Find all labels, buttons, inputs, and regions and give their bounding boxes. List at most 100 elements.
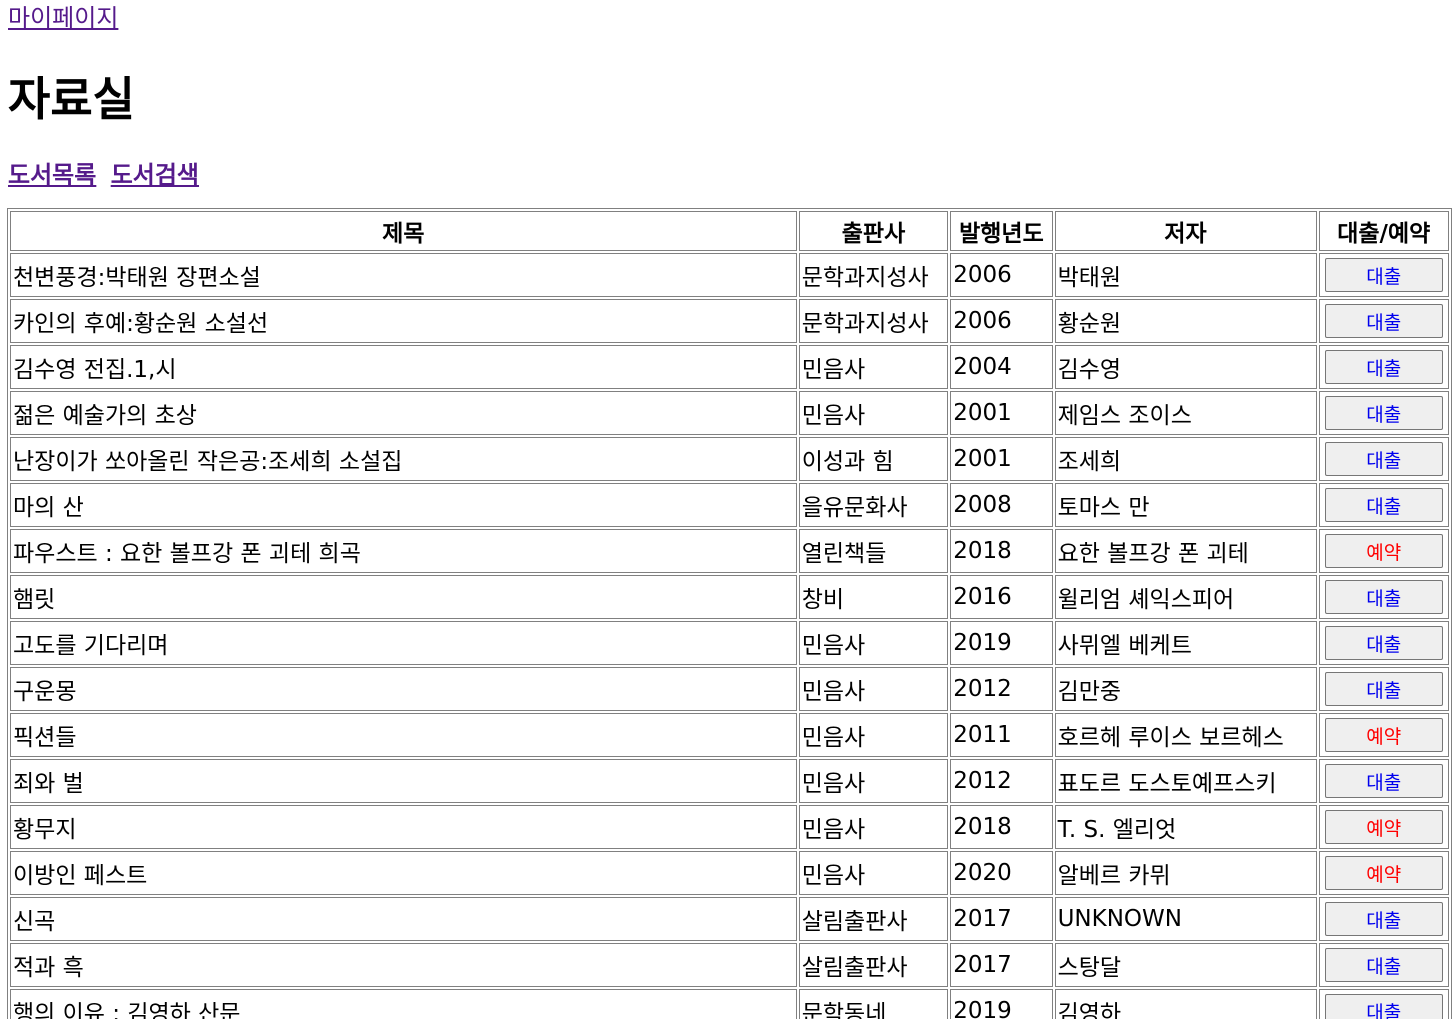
- book-year-cell: 2001: [950, 391, 1053, 435]
- book-title-cell: 마의 산: [10, 483, 797, 527]
- book-title-cell: 적과 흑: [10, 943, 797, 987]
- table-row: 황무지 민음사 2018 T. S. 엘리엇 예약: [10, 805, 1449, 849]
- book-year-cell: 2006: [950, 299, 1053, 343]
- table-row: 구운몽 민음사 2012 김만중 대출: [10, 667, 1449, 711]
- book-title-cell: 김수영 전집.1,시: [10, 345, 797, 389]
- subnav: 도서목록 도서검색: [8, 159, 1447, 191]
- loan-button[interactable]: 대출: [1324, 994, 1443, 1019]
- book-action-cell: 예약: [1318, 529, 1449, 573]
- book-year-cell: 2016: [950, 575, 1053, 619]
- book-publisher-cell: 문학과지성사: [798, 253, 949, 297]
- book-author-cell: UNKNOWN: [1054, 897, 1317, 941]
- book-action-cell: 대출: [1318, 437, 1449, 481]
- book-year-cell: 2018: [950, 805, 1053, 849]
- book-year-cell: 2019: [950, 621, 1053, 665]
- table-row: 죄와 벌 민음사 2012 표도르 도스토예프스키 대출: [10, 759, 1449, 803]
- header-publisher: 출판사: [798, 211, 949, 251]
- book-title-cell: 이방인 페스트: [10, 851, 797, 895]
- loan-button[interactable]: 대출: [1324, 580, 1443, 614]
- loan-button[interactable]: 대출: [1324, 442, 1443, 476]
- table-row: 파우스트 : 요한 볼프강 폰 괴테 희곡 열린책들 2018 요한 볼프강 폰 괴테…: [10, 529, 1449, 573]
- book-year-cell: 2011: [950, 713, 1053, 757]
- book-publisher-cell: 민음사: [798, 621, 949, 665]
- book-publisher-cell: 창비: [798, 575, 949, 619]
- book-publisher-cell: 민음사: [798, 391, 949, 435]
- book-title-cell: 젊은 예술가의 초상: [10, 391, 797, 435]
- book-author-cell: 사뮈엘 베케트: [1054, 621, 1317, 665]
- book-action-cell: 예약: [1318, 805, 1449, 849]
- book-publisher-cell: 문학동네: [798, 989, 949, 1019]
- book-year-cell: 2017: [950, 943, 1053, 987]
- book-year-cell: 2006: [950, 253, 1053, 297]
- book-year-cell: 2020: [950, 851, 1053, 895]
- book-title-cell: 천변풍경:박태원 장편소설: [10, 253, 797, 297]
- loan-button[interactable]: 대출: [1324, 626, 1443, 660]
- book-title-cell: 죄와 벌: [10, 759, 797, 803]
- book-publisher-cell: 을유문화사: [798, 483, 949, 527]
- book-action-cell: 대출: [1318, 989, 1449, 1019]
- table-row: 마의 산 을유문화사 2008 토마스 만 대출: [10, 483, 1449, 527]
- loan-button[interactable]: 대출: [1324, 672, 1443, 706]
- table-row: 행의 이유 : 김영하 산문 문학동네 2019 김영하 대출: [10, 989, 1449, 1019]
- book-author-cell: 조세희: [1054, 437, 1317, 481]
- book-year-cell: 2019: [950, 989, 1053, 1019]
- book-title-cell: 고도를 기다리며: [10, 621, 797, 665]
- book-list-link[interactable]: 도서목록: [8, 161, 97, 189]
- book-rows: 천변풍경:박태원 장편소설 문학과지성사 2006 박태원 대출 카인의 후예:황순원 소…: [10, 253, 1449, 1019]
- table-row: 적과 흑 살림출판사 2017 스탕달 대출: [10, 943, 1449, 987]
- book-table: 제목 출판사 발행년도 저자 대출/예약 천변풍경:박태원 장편소설 문학과지성사…: [7, 208, 1452, 1019]
- table-row: 젊은 예술가의 초상 민음사 2001 제임스 조이스 대출: [10, 391, 1449, 435]
- book-publisher-cell: 민음사: [798, 667, 949, 711]
- book-action-cell: 예약: [1318, 713, 1449, 757]
- table-header-row: 제목 출판사 발행년도 저자 대출/예약: [10, 211, 1449, 251]
- book-search-link[interactable]: 도서검색: [110, 161, 200, 189]
- book-action-cell: 대출: [1318, 667, 1449, 711]
- table-row: 햄릿 창비 2016 윌리엄 셰익스피어 대출: [10, 575, 1449, 619]
- loan-button[interactable]: 대출: [1324, 948, 1443, 982]
- book-year-cell: 2017: [950, 897, 1053, 941]
- book-publisher-cell: 민음사: [798, 713, 949, 757]
- book-year-cell: 2012: [950, 759, 1053, 803]
- book-publisher-cell: 민음사: [798, 805, 949, 849]
- book-action-cell: 대출: [1318, 299, 1449, 343]
- book-action-cell: 대출: [1318, 575, 1449, 619]
- page: 마이페이지 자료실 도서목록 도서검색 제목 출판사 발행년도 저자 대출/예약…: [0, 3, 1455, 1019]
- book-author-cell: 요한 볼프강 폰 괴테: [1054, 529, 1317, 573]
- loan-button[interactable]: 대출: [1324, 488, 1443, 522]
- book-action-cell: 대출: [1318, 483, 1449, 527]
- mypage-link[interactable]: 마이페이지: [8, 4, 119, 32]
- book-publisher-cell: 살림출판사: [798, 897, 949, 941]
- book-year-cell: 2001: [950, 437, 1053, 481]
- loan-button[interactable]: 대출: [1324, 902, 1443, 936]
- table-row: 천변풍경:박태원 장편소설 문학과지성사 2006 박태원 대출: [10, 253, 1449, 297]
- book-action-cell: 대출: [1318, 345, 1449, 389]
- table-row: 고도를 기다리며 민음사 2019 사뮈엘 베케트 대출: [10, 621, 1449, 665]
- reserve-button[interactable]: 예약: [1324, 856, 1443, 890]
- book-publisher-cell: 이성과 힘: [798, 437, 949, 481]
- book-author-cell: 윌리엄 셰익스피어: [1054, 575, 1317, 619]
- book-title-cell: 황무지: [10, 805, 797, 849]
- reserve-button[interactable]: 예약: [1324, 534, 1443, 568]
- header-year: 발행년도: [950, 211, 1053, 251]
- page-title: 자료실: [8, 72, 135, 126]
- book-action-cell: 대출: [1318, 897, 1449, 941]
- reserve-button[interactable]: 예약: [1324, 718, 1443, 752]
- book-publisher-cell: 민음사: [798, 759, 949, 803]
- table-row: 카인의 후예:황순원 소설선 문학과지성사 2006 황순원 대출: [10, 299, 1449, 343]
- book-year-cell: 2012: [950, 667, 1053, 711]
- table-row: 픽션들 민음사 2011 호르헤 루이스 보르헤스 예약: [10, 713, 1449, 757]
- book-year-cell: 2008: [950, 483, 1053, 527]
- loan-button[interactable]: 대출: [1324, 396, 1443, 430]
- book-author-cell: T. S. 엘리엇: [1054, 805, 1317, 849]
- book-title-cell: 카인의 후예:황순원 소설선: [10, 299, 797, 343]
- loan-button[interactable]: 대출: [1324, 764, 1443, 798]
- book-author-cell: 스탕달: [1054, 943, 1317, 987]
- loan-button[interactable]: 대출: [1324, 258, 1443, 292]
- table-row: 이방인 페스트 민음사 2020 알베르 카뮈 예약: [10, 851, 1449, 895]
- book-publisher-cell: 열린책들: [798, 529, 949, 573]
- loan-button[interactable]: 대출: [1324, 304, 1443, 338]
- book-author-cell: 토마스 만: [1054, 483, 1317, 527]
- reserve-button[interactable]: 예약: [1324, 810, 1443, 844]
- book-author-cell: 김수영: [1054, 345, 1317, 389]
- loan-button[interactable]: 대출: [1324, 350, 1443, 384]
